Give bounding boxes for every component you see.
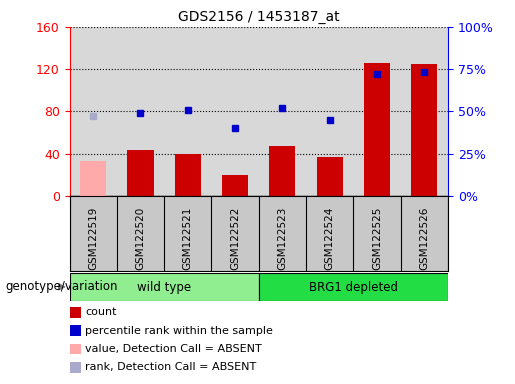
- Bar: [364, 63, 390, 196]
- Text: genotype/variation: genotype/variation: [5, 280, 117, 293]
- Text: GSM122520: GSM122520: [135, 207, 146, 270]
- Text: GSM122526: GSM122526: [419, 207, 430, 270]
- Bar: [128, 151, 153, 196]
- Title: GDS2156 / 1453187_at: GDS2156 / 1453187_at: [178, 10, 339, 25]
- Text: GSM122523: GSM122523: [278, 207, 287, 270]
- Bar: [80, 161, 106, 196]
- Bar: [317, 157, 343, 196]
- Text: wild type: wild type: [137, 281, 191, 293]
- Bar: [70, 273, 259, 301]
- Text: BRG1 depleted: BRG1 depleted: [309, 281, 398, 293]
- Bar: [259, 273, 448, 301]
- Text: GSM122519: GSM122519: [88, 207, 98, 270]
- Bar: [222, 175, 248, 196]
- Text: GSM122525: GSM122525: [372, 207, 382, 270]
- Text: GSM122524: GSM122524: [325, 207, 335, 270]
- Bar: [175, 154, 201, 196]
- Text: GSM122521: GSM122521: [183, 207, 193, 270]
- Text: value, Detection Call = ABSENT: value, Detection Call = ABSENT: [85, 344, 262, 354]
- Bar: [411, 64, 437, 196]
- Bar: [269, 146, 296, 196]
- Text: count: count: [85, 307, 116, 317]
- Text: GSM122522: GSM122522: [230, 207, 240, 270]
- Text: rank, Detection Call = ABSENT: rank, Detection Call = ABSENT: [85, 362, 256, 372]
- Text: percentile rank within the sample: percentile rank within the sample: [85, 326, 273, 336]
